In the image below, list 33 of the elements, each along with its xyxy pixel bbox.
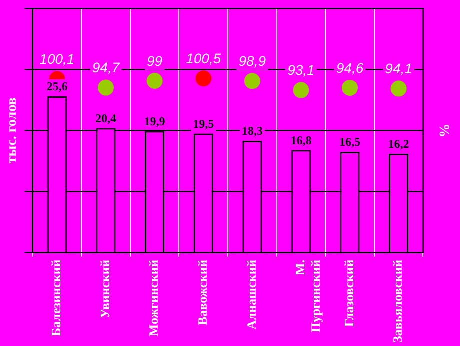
x-tick-label: Балезинский (48, 259, 64, 337)
point (196, 70, 212, 87)
data-label: 100,1 (40, 51, 75, 68)
x-tick-label: Увинский (97, 259, 112, 319)
point (293, 82, 310, 98)
data-label: 94,1 (385, 60, 412, 77)
point (244, 73, 260, 90)
data-label: 100,5 (186, 50, 222, 67)
point (342, 80, 358, 96)
data-label: 18,3 (242, 124, 263, 138)
x-tick-label: Алнашский (244, 259, 259, 330)
data-label: 16,5 (340, 135, 360, 150)
data-label: 19,5 (193, 116, 214, 131)
data-label: 25,6 (46, 80, 68, 94)
y-axis-title: тыс. голов (5, 97, 20, 164)
data-label: 16,2 (388, 136, 410, 151)
data-label: 16,8 (290, 133, 312, 148)
data-label: 19,9 (144, 114, 166, 128)
point (146, 73, 163, 90)
data-label: 99 (147, 52, 163, 69)
data-label: 94,6 (336, 60, 364, 76)
point (98, 80, 114, 96)
data-label: 93,1 (288, 62, 315, 78)
x-tick-label: Глазовский (341, 259, 356, 328)
x-tick-label: Можгинский (146, 259, 162, 337)
data-label: 20,4 (96, 111, 116, 126)
x-tick-label: Завьяловский (390, 259, 406, 344)
data-label: 94,7 (92, 60, 121, 76)
y2-axis-title: % (436, 124, 451, 138)
x-tick-label: М. Пургинский (292, 259, 324, 333)
data-label: 98,9 (238, 53, 266, 70)
point (390, 80, 407, 97)
x-tick-label: Вавожский (194, 259, 210, 326)
